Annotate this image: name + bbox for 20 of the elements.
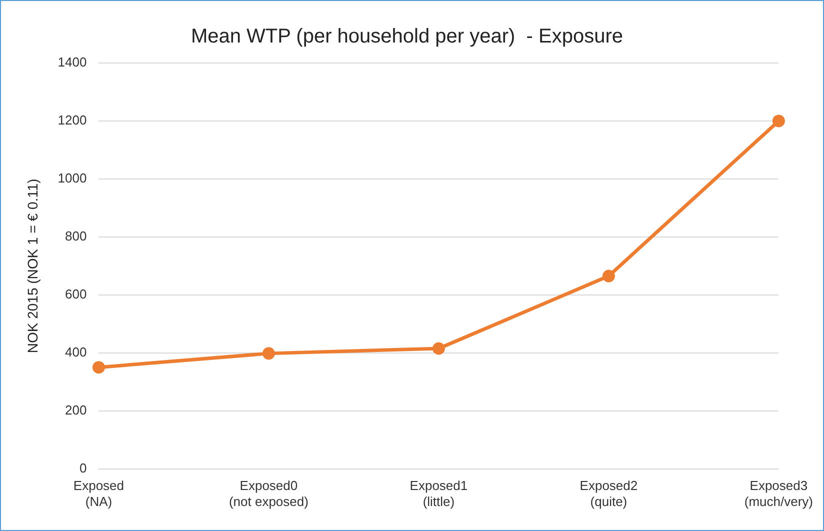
x-tick-label: Exposed3 (much/very) <box>744 478 814 509</box>
y-axis-title: NOK 2015 (NOK 1 = € 0.11) <box>24 178 40 354</box>
y-tick-label: 1200 <box>58 112 87 128</box>
chart-title: Mean WTP (per household per year) - Exposure <box>190 26 624 48</box>
x-tick-label: Exposed1 (little) <box>410 478 468 509</box>
point <box>772 114 785 128</box>
point <box>432 342 445 355</box>
y-tick-label: 400 <box>65 344 87 360</box>
y-tick-label: 600 <box>65 286 87 302</box>
y-tick-label: 0 <box>79 460 87 476</box>
point <box>262 347 275 360</box>
point <box>602 270 615 282</box>
x-tick-label: Exposed0 (not exposed) <box>228 478 308 509</box>
y-tick-label: 1000 <box>58 170 87 186</box>
point <box>92 361 105 374</box>
y-tick-label: 200 <box>65 402 87 418</box>
x-tick-label: Exposed2 (quite) <box>580 478 638 509</box>
y-tick-label: 1400 <box>58 54 87 70</box>
y-tick-label: 800 <box>65 228 87 244</box>
x-tick-label: Exposed (NA) <box>73 478 124 509</box>
